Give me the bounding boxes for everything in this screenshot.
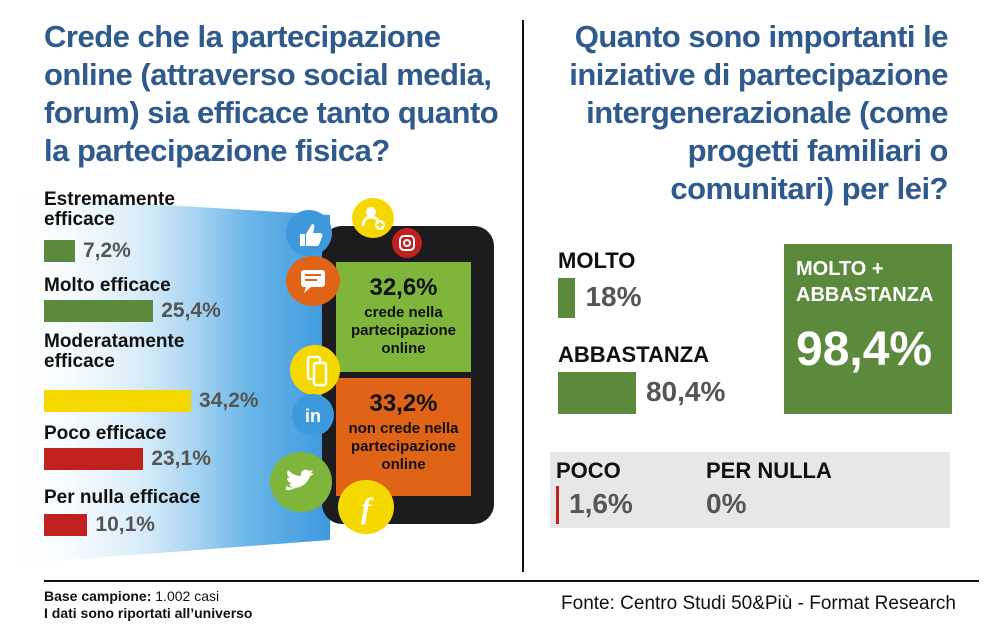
add-user-icon	[352, 198, 394, 238]
right-value-label: 0%	[706, 488, 747, 519]
svg-text:f: f	[361, 492, 374, 525]
not-believe-percentage: 33,2%	[369, 390, 438, 417]
left-category-label: Estremamente efficace	[44, 189, 175, 230]
right-category-label: ABBASTANZA	[558, 342, 710, 367]
chat-icon	[286, 256, 340, 306]
right-category-label: PER NULLA	[706, 458, 832, 483]
instagram-icon	[392, 228, 422, 258]
right-bar	[556, 486, 559, 524]
phone-glow-background	[0, 195, 330, 565]
left-value-label: 25,4%	[161, 299, 221, 322]
linkedin-icon: in	[292, 394, 334, 436]
right-bar	[558, 278, 576, 318]
left-category-label: Moderatamente efficace	[44, 331, 185, 372]
right-value-label: 1,6%	[569, 488, 633, 519]
sample-base-value: 1.002 casi	[155, 588, 220, 604]
right-value-label: 18%	[585, 281, 642, 312]
facebook-icon: f	[338, 480, 394, 534]
not-believe-text: non crede nella partecipazione online	[348, 420, 459, 473]
low-importance-panel	[550, 452, 950, 528]
left-bar	[44, 514, 88, 536]
left-value-label: 7,2%	[82, 239, 131, 262]
left-category-label: Per nulla efficace	[44, 487, 201, 508]
thumbs-up-icon	[286, 210, 332, 256]
source-credit: Fonte: Centro Studi 50&Più - Format Rese…	[561, 593, 956, 614]
phone-screen-not-believe: 33,2% non crede nella partecipazione onl…	[336, 378, 471, 496]
left-bar	[44, 448, 144, 470]
footer-rule	[44, 580, 979, 582]
left-category-label: Molto efficace	[44, 275, 171, 296]
right-question-title: Quanto sono importanti le iniziative di …	[569, 19, 948, 206]
sample-base: Base campione: 1.002 casi	[44, 588, 219, 604]
left-bar	[44, 240, 75, 262]
twitter-icon	[270, 452, 332, 512]
molto-abbastanza-summary: MOLTO + ABBASTANZA 98,4%	[784, 244, 952, 414]
svg-text:in: in	[305, 406, 321, 426]
left-category-label: Poco efficace	[44, 423, 167, 444]
column-divider	[522, 20, 524, 572]
left-value-label: 10,1%	[95, 513, 155, 536]
left-bar	[44, 390, 192, 412]
left-value-label: 34,2%	[199, 389, 259, 412]
summary-label: MOLTO + ABBASTANZA	[796, 258, 934, 306]
believe-text: crede nella partecipazione online	[350, 304, 457, 357]
right-bar	[558, 372, 636, 414]
right-value-label: 80,4%	[645, 376, 726, 407]
believe-percentage: 32,6%	[369, 274, 438, 301]
mobile-icon	[290, 345, 340, 395]
phone-screen-believe: 32,6% crede nella partecipazione online	[336, 262, 471, 372]
universe-note: I dati sono riportati all’universo	[44, 605, 253, 621]
right-category-label: POCO	[556, 458, 621, 483]
summary-value: 98,4%	[796, 323, 933, 376]
left-value-label: 23,1%	[151, 447, 211, 470]
left-question-title: Crede che la partecipazione online (attr…	[44, 19, 499, 168]
right-category-label: MOLTO	[558, 248, 636, 273]
left-bar	[44, 300, 154, 322]
sample-base-label: Base campione:	[44, 588, 152, 604]
